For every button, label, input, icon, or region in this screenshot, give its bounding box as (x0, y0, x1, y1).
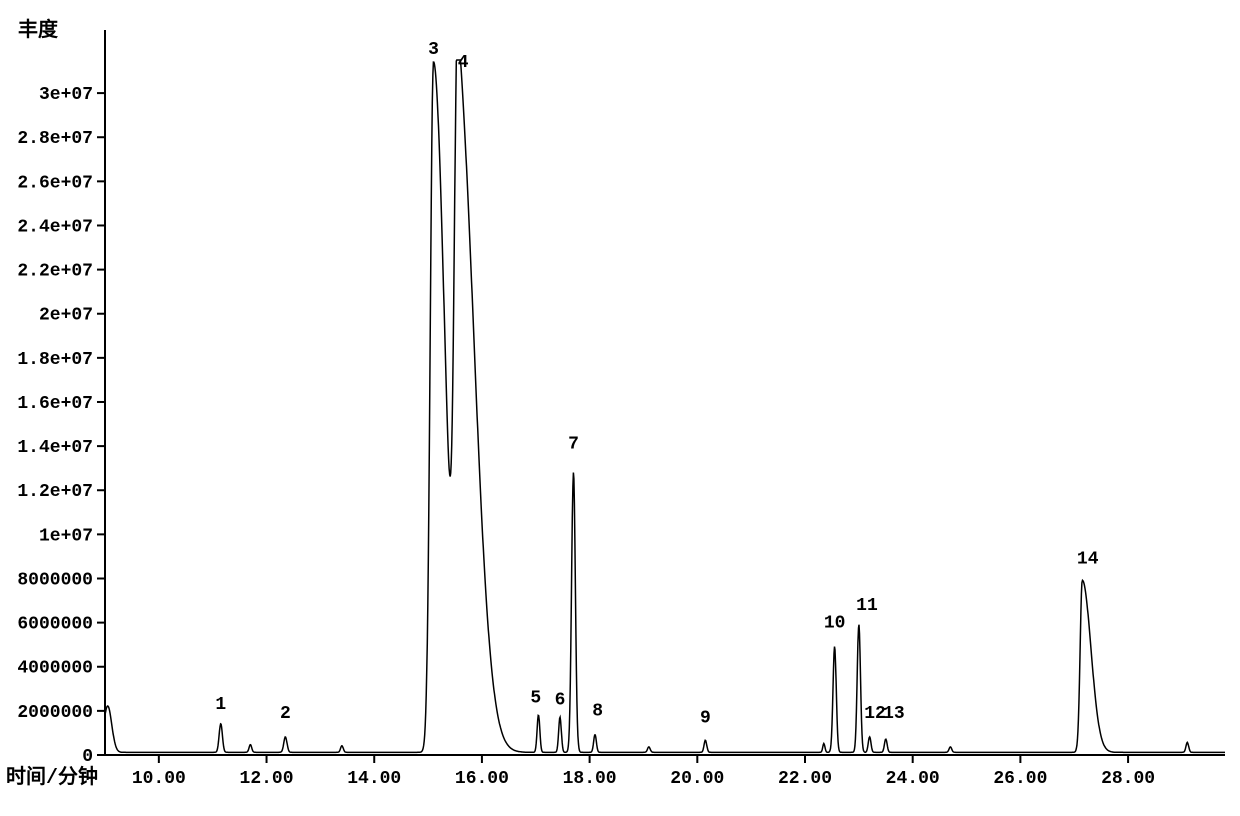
x-tick-label: 12.00 (240, 769, 294, 789)
y-tick-label: 2.6e+07 (17, 173, 93, 193)
peak-label-9: 9 (700, 708, 711, 728)
y-tick-label: 3e+07 (39, 85, 93, 105)
peak-label-8: 8 (592, 702, 603, 722)
peak-label-5: 5 (530, 688, 541, 708)
y-tick-label: 2.8e+07 (17, 129, 93, 149)
x-tick-label: 26.00 (993, 769, 1047, 789)
x-tick-label: 28.00 (1101, 769, 1155, 789)
x-tick-label: 14.00 (347, 769, 401, 789)
x-tick-label: 20.00 (670, 769, 724, 789)
y-tick-label: 2000000 (17, 703, 93, 723)
peak-label-13: 13 (883, 704, 905, 724)
peak-label-11: 11 (856, 596, 878, 616)
peak-label-4: 4 (458, 53, 469, 73)
chromatogram-chart: 0 2000000 4000000 6000000 8000000 1e+07 1.2e+0… (0, 0, 1240, 816)
y-tick-label: 4000000 (17, 659, 93, 679)
y-tick-label: 8000000 (17, 570, 93, 590)
y-axis-label: 丰度 (18, 17, 59, 43)
peak-label-7: 7 (568, 435, 579, 455)
peak-label-10: 10 (824, 613, 846, 633)
x-tick-label: 16.00 (455, 769, 509, 789)
y-tick-label: 6000000 (17, 615, 93, 635)
x-tick-label: 24.00 (886, 769, 940, 789)
y-tick-label: 0 (82, 747, 93, 767)
peak-label-2: 2 (280, 704, 291, 724)
y-tick-label: 1e+07 (39, 526, 93, 546)
chart-svg: 0 2000000 4000000 6000000 8000000 1e+07 1.2e+0… (0, 0, 1240, 816)
x-tick-label: 10.00 (132, 769, 186, 789)
peak-label-1: 1 (215, 695, 226, 715)
y-tick-label: 1.2e+07 (17, 482, 93, 502)
y-tick-label: 2.2e+07 (17, 262, 93, 282)
y-tick-label: 2e+07 (39, 306, 93, 326)
x-axis-label: 时间/分钟 (6, 764, 98, 790)
peak-label-6: 6 (555, 691, 566, 711)
peak-label-3: 3 (428, 40, 439, 60)
peak-label-14: 14 (1077, 549, 1099, 569)
y-tick-label: 1.6e+07 (17, 394, 93, 414)
y-tick-label: 1.8e+07 (17, 350, 93, 370)
trace (105, 60, 1225, 752)
x-tick-label: 22.00 (778, 769, 832, 789)
y-tick-label: 2.4e+07 (17, 217, 93, 237)
x-tick-label: 18.00 (563, 769, 617, 789)
y-tick-label: 1.4e+07 (17, 438, 93, 458)
